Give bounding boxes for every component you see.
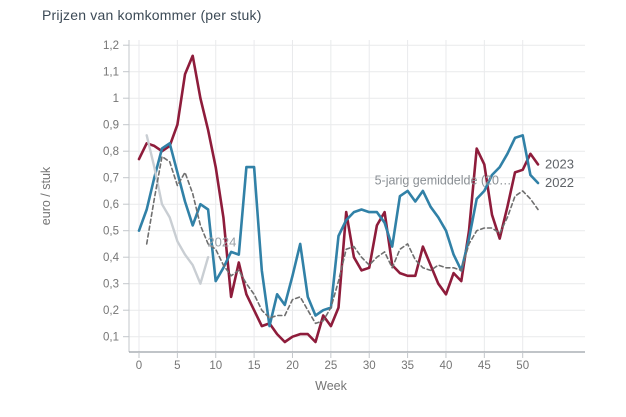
y-tick-label: 0,5 [103, 226, 119, 238]
series-line-2023 [137, 54, 540, 344]
axis-ticks [123, 44, 524, 358]
x-tick-label: 20 [286, 360, 299, 372]
y-tick-label: 0,6 [103, 199, 119, 211]
series-line-2024 [145, 134, 210, 285]
y-tick-label: 1,1 [103, 67, 119, 79]
line-end-label: 2023 [545, 156, 574, 171]
x-tick-label: 25 [324, 360, 337, 372]
series-annotation-label: 5-jarig gemiddelde (20… [375, 173, 512, 187]
x-tick-label: 50 [516, 360, 529, 372]
y-tick-label: 0,9 [103, 120, 119, 132]
y-tick-label: 0,3 [103, 279, 119, 291]
x-tick-label: 0 [136, 360, 142, 372]
tick-labels: 0,1 0,2 0,3 0,4 0,5 0,6 0,7 0,8 0,9 1 1,1 1,2 0 5 10 15… [103, 40, 529, 372]
line-end-label: 2022 [545, 175, 574, 190]
x-tick-label: 10 [209, 360, 222, 372]
chart-title: Prijzen van komkommer (per stuk) [42, 7, 262, 23]
y-tick-label: 1 [113, 93, 119, 105]
y-tick-label: 0,8 [103, 146, 119, 158]
chart-grid [129, 40, 585, 352]
series-annotation-label: 2024 [207, 235, 236, 250]
y-tick-label: 0,4 [103, 252, 120, 264]
series-line-5-jarig-gemiddelde-20- [145, 155, 539, 325]
y-tick-label: 0,7 [103, 173, 119, 185]
x-tick-label: 15 [248, 360, 261, 372]
x-tick-label: 35 [401, 360, 414, 372]
x-axis-title: Week [315, 379, 347, 393]
x-tick-label: 5 [174, 360, 180, 372]
x-tick-label: 45 [478, 360, 491, 372]
x-tick-label: 30 [363, 360, 376, 372]
x-tick-label: 40 [440, 360, 453, 372]
y-tick-label: 0,1 [103, 332, 119, 344]
y-tick-label: 1,2 [103, 40, 119, 52]
series-line-2022 [137, 134, 540, 328]
y-tick-label: 0,2 [103, 305, 119, 317]
y-axis-title: euro / stuk [39, 166, 53, 225]
